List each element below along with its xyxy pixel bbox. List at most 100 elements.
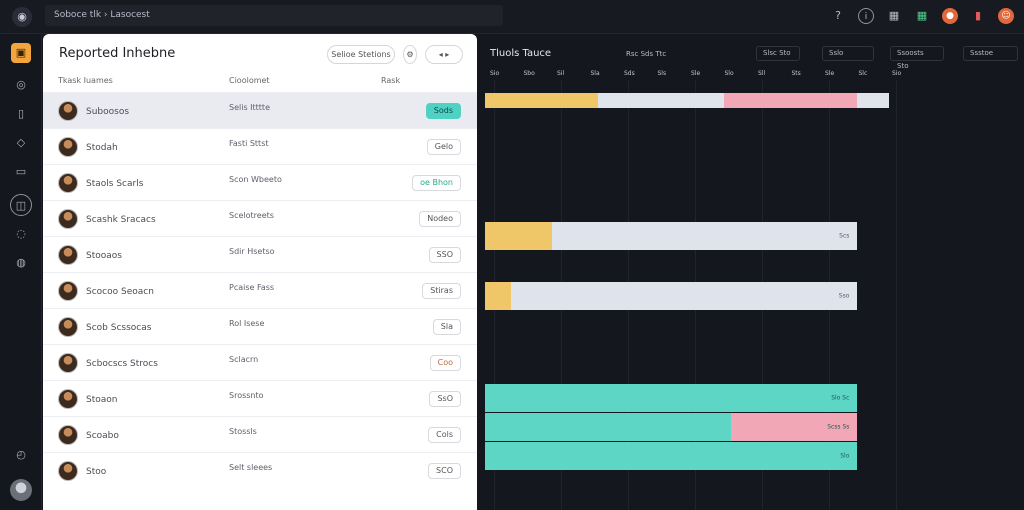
status-badge[interactable]: SCO: [428, 463, 461, 479]
bar-segment: [598, 93, 724, 108]
avatar: [58, 173, 78, 193]
top-bar: ◉ Soboce tlk › Lasocest ? i ▦ ▦ ● ▮ ☺: [0, 0, 1024, 34]
bookmark-icon[interactable]: ▮: [974, 9, 982, 22]
settings-button[interactable]: ⚙: [403, 45, 417, 64]
table-row[interactable]: Staols Scarls Scon Wbeeto oe Bhon: [43, 164, 477, 200]
table-row[interactable]: Stoaon Srossnto SsO: [43, 380, 477, 416]
timeline-tick: Sle: [825, 70, 835, 77]
column-component[interactable]: Cioolomet: [229, 76, 270, 85]
bar-segment: [856, 93, 890, 108]
row-name: Staols Scarls: [86, 179, 144, 189]
column-task[interactable]: Tkask Iuames: [58, 76, 113, 85]
status-badge[interactable]: Sla: [432, 319, 461, 335]
row-name: Scashk Sracacs: [86, 215, 156, 225]
tag-icon[interactable]: ◇: [16, 136, 26, 149]
row-type: Srossnto: [229, 391, 264, 400]
row-type: Scon Wbeeto: [229, 175, 282, 184]
avatar-icon[interactable]: ☺: [998, 8, 1014, 24]
app-icon[interactable]: ▣: [11, 43, 31, 63]
status-badge[interactable]: Gelo: [426, 139, 461, 155]
timeline-tick: Sil: [557, 70, 565, 77]
users-icon[interactable]: ◌: [16, 227, 26, 240]
avatar: [58, 317, 78, 337]
table-row[interactable]: Suboosos Selis Itttte Sods: [43, 92, 477, 128]
breadcrumb[interactable]: Soboce tlk › Lasocest: [45, 5, 503, 26]
avatar: [58, 425, 78, 445]
help-icon[interactable]: ?: [835, 9, 841, 22]
row-type: Selis Itttte: [229, 103, 270, 112]
table-row[interactable]: Stoo Selt sleees SCO: [43, 452, 477, 488]
header-field[interactable]: Ssstoe: [963, 46, 1018, 61]
status-badge[interactable]: Sods: [425, 103, 461, 119]
bar-label: Sso: [838, 292, 850, 300]
timeline-tick: Slc: [858, 70, 868, 77]
files-icon[interactable]: ▯: [17, 107, 25, 120]
avatar: [58, 281, 78, 301]
table-row[interactable]: Scoabo Stossls Cols: [43, 416, 477, 452]
alert-icon[interactable]: ●: [942, 8, 958, 24]
row-name: Scoabo: [86, 431, 119, 441]
timeline-tick: Sll: [758, 70, 766, 77]
header-field[interactable]: Sslo: [822, 46, 874, 61]
bar-segment: [723, 93, 857, 108]
timeline-tick: Sio: [892, 70, 902, 77]
bar-label: Slo Sc: [831, 394, 850, 402]
header-field[interactable]: Ssoosts Sto: [890, 46, 944, 70]
avatar: [58, 389, 78, 409]
timeline-bar[interactable]: Slo Sc: [485, 384, 858, 412]
row-name: Scbocscs Strocs: [86, 359, 158, 369]
status-badge[interactable]: oe Bhon: [412, 175, 461, 191]
selection-button[interactable]: Selioe Stetions: [327, 45, 395, 64]
column-risk[interactable]: Rask: [381, 76, 401, 85]
calendar-icon[interactable]: ▭: [15, 165, 27, 178]
status-badge[interactable]: SSO: [428, 247, 461, 263]
avatar: [58, 245, 78, 265]
row-name: Stodah: [86, 143, 118, 153]
timeline-bar[interactable]: Scs: [485, 222, 858, 250]
timeline-bar[interactable]: Scss Ss: [485, 413, 858, 441]
home-icon[interactable]: ◎: [16, 78, 26, 91]
avatar: [58, 101, 78, 121]
row-name: Suboosos: [86, 107, 130, 117]
row-type: Selt sleees: [229, 463, 273, 472]
timeline-bar[interactable]: Sso: [485, 282, 858, 310]
table-row[interactable]: Scashk Sracacs Scelotreets Nodeo: [43, 200, 477, 236]
avatar: [58, 461, 78, 481]
bar-segment: [485, 93, 599, 108]
status-badge[interactable]: Cols: [428, 427, 461, 443]
info-icon[interactable]: i: [858, 8, 874, 24]
status-badge[interactable]: Coo: [429, 355, 461, 371]
table-row[interactable]: Stooaos Sdir Hsetso SSO: [43, 236, 477, 272]
header-field[interactable]: Slsc Sto: [756, 46, 800, 61]
group-icon[interactable]: ◫: [10, 194, 32, 216]
user-avatar[interactable]: [10, 479, 32, 501]
more-button[interactable]: ◂ ▸: [425, 45, 463, 64]
timeline-bar[interactable]: [485, 93, 890, 108]
notification-icon[interactable]: ▦: [916, 9, 928, 22]
avatar: [58, 353, 78, 373]
history-icon[interactable]: ◴: [16, 448, 26, 461]
gridline: [896, 80, 897, 510]
status-badge[interactable]: Stiras: [422, 283, 461, 299]
bar-label: Scss Ss: [827, 423, 850, 431]
timeline-tick: Sbo: [523, 70, 535, 77]
timeline-tick: Sle: [691, 70, 701, 77]
status-badge[interactable]: Nodeo: [419, 211, 461, 227]
left-rail: ▣ ◎ ▯ ◇ ▭ ◫ ◌ ◍ ◴: [0, 34, 42, 510]
grid-icon[interactable]: ▦: [888, 9, 900, 22]
table-row[interactable]: Scocoo Seoacn Pcaise Fass Stiras: [43, 272, 477, 308]
status-badge[interactable]: SsO: [429, 391, 461, 407]
row-name: Scob Scssocas: [86, 323, 152, 333]
bar-segment: [730, 413, 858, 441]
table-row[interactable]: Stodah Fasti Sttst Gelo: [43, 128, 477, 164]
bar-segment: [485, 442, 858, 470]
timeline-tick: Sla: [590, 70, 600, 77]
app-logo-icon[interactable]: ◉: [12, 7, 32, 27]
row-type: Fasti Sttst: [229, 139, 269, 148]
table-row[interactable]: Scob Scssocas Rol Isese Sla: [43, 308, 477, 344]
header-label: Rsc Sds Ttc: [626, 50, 667, 58]
timeline-bar[interactable]: Slo: [485, 442, 858, 470]
row-name: Scocoo Seoacn: [86, 287, 154, 297]
table-row[interactable]: Scbocscs Strocs Sclacrn Coo: [43, 344, 477, 380]
settings-icon[interactable]: ◍: [16, 256, 26, 269]
